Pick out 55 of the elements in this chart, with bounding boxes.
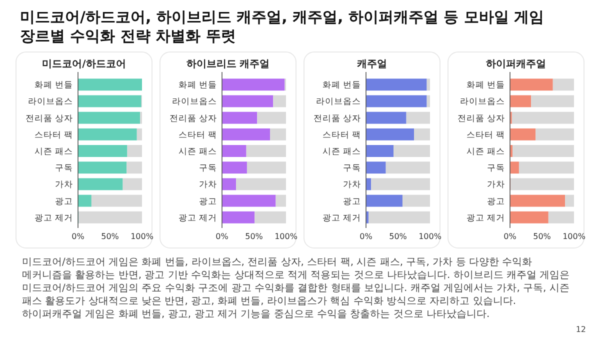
x-tick-label: 0% bbox=[504, 232, 517, 241]
y-tick-label: 시즌 패스 bbox=[466, 146, 505, 157]
x-tick-label: 100% bbox=[418, 232, 442, 241]
y-tick-label: 구독 bbox=[199, 164, 217, 174]
y-tick-label: 광고 bbox=[199, 196, 217, 207]
y-tick-label: 스타터 팩 bbox=[466, 130, 505, 140]
y-tick-label: 라이브옵스 bbox=[460, 97, 505, 108]
y-tick-label: 광고 bbox=[55, 196, 73, 207]
y-tick-label: 스타터 팩 bbox=[178, 130, 217, 140]
y-tick-label: 전리품 상자 bbox=[313, 114, 361, 124]
y-tick-label: 라이브옵스 bbox=[28, 97, 73, 108]
x-tick-label: 50% bbox=[101, 232, 120, 241]
x-tick-label: 0% bbox=[360, 232, 373, 241]
x-tick-label: 100% bbox=[562, 232, 586, 241]
y-tick-label: 구독 bbox=[343, 164, 361, 174]
y-tick-label: 전리품 상자 bbox=[25, 114, 73, 124]
y-tick-label: 전리품 상자 bbox=[457, 114, 505, 124]
y-tick-label: 광고 제거 bbox=[466, 213, 505, 224]
y-tick-label: 화폐 번들 bbox=[466, 80, 505, 91]
y-tick-label: 광고 제거 bbox=[178, 213, 217, 224]
text: 미드코어/하드코어 게임은 화폐 번들, 라이브옵스, 전리품 상자, 스타터 팩, 시즌 패스, 구독, 가차 등 다양한 수익화 메커니즘을 활용하는 반면, 광고 기반 수익화는 상대적으로 적게 적용되는 것으로 나타났습니다. 하이브리드 캐주얼 게임은 미드코어/하드코어 게임의 주요 수익화 구조에 광고 수익화를 결합한 형태를 보입니다. 캐주얼 게임에서는 가차, 구독, 시즌 패스 활용도가 상대적으로 낮은 반면, 광고, 화폐 번들, 라이브옵스가 핵심 수익화 방식으로 자리하고 있습니다. 하이퍼캐주얼 게임은 화폐 번들, 광고, 광고 제거 기능을 중심으로 수익을 창출하는 것으로 나타났습니다. bbox=[22, 257, 570, 320]
y-tick-label: 광고 bbox=[487, 196, 505, 207]
text: 12 bbox=[576, 325, 586, 334]
y-tick-label: 라이브옵스 bbox=[316, 97, 361, 108]
chart-title: 하이브리드 캐주얼 bbox=[186, 59, 270, 70]
y-tick-label: 화폐 번들 bbox=[34, 80, 73, 91]
x-tick-label: 50% bbox=[389, 232, 408, 241]
y-tick-label: 구독 bbox=[487, 164, 505, 174]
text: 미드코어/하드코어, 하이브리드 캐주얼, 캐주얼, 하이퍼캐주얼 등 모바일 게임 장르별 수익화 전략 차별화 뚜렷 bbox=[20, 8, 544, 45]
y-tick-label: 스타터 팩 bbox=[322, 130, 361, 140]
y-tick-label: 화폐 번들 bbox=[178, 80, 217, 91]
y-tick-label: 시즌 패스 bbox=[322, 146, 361, 157]
x-tick-label: 50% bbox=[245, 232, 264, 241]
y-tick-label: 가차 bbox=[343, 180, 361, 190]
y-tick-label: 가차 bbox=[199, 180, 217, 190]
chart-title: 미드코어/하드코어 bbox=[42, 59, 126, 70]
y-tick-label: 가차 bbox=[487, 180, 505, 190]
y-tick-label: 라이브옵스 bbox=[172, 97, 217, 108]
x-tick-label: 100% bbox=[130, 232, 154, 241]
y-tick-label: 전리품 상자 bbox=[169, 114, 217, 124]
y-tick-label: 구독 bbox=[55, 164, 73, 174]
y-tick-label: 광고 bbox=[343, 196, 361, 207]
chart-title: 캐주얼 bbox=[356, 59, 387, 70]
x-tick-label: 0% bbox=[216, 232, 229, 241]
chart-title: 하이퍼캐주얼 bbox=[486, 59, 546, 70]
y-tick-label: 광고 제거 bbox=[322, 213, 361, 224]
x-tick-label: 50% bbox=[533, 232, 552, 241]
y-tick-label: 스타터 팩 bbox=[34, 130, 73, 140]
y-tick-label: 가차 bbox=[55, 180, 73, 190]
y-tick-label: 화폐 번들 bbox=[322, 80, 361, 91]
y-tick-label: 광고 제거 bbox=[34, 213, 73, 224]
y-tick-label: 시즌 패스 bbox=[34, 146, 73, 157]
y-tick-label: 시즌 패스 bbox=[178, 146, 217, 157]
x-tick-label: 0% bbox=[72, 232, 85, 241]
x-tick-label: 100% bbox=[274, 232, 298, 241]
